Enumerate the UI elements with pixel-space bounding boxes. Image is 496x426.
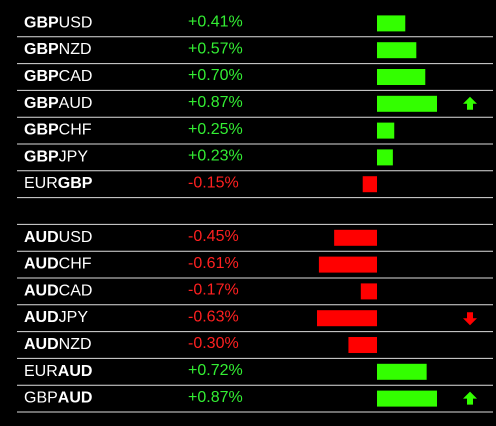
pair-part: USD [59, 229, 93, 246]
pair-label: GBPAUD [24, 95, 92, 112]
pair-part: GBP [24, 15, 59, 32]
change-label: +0.72% [188, 362, 243, 379]
change-label: -0.61% [188, 255, 239, 272]
pair-part: GBP [58, 175, 93, 192]
pair-part: GBP [24, 390, 58, 407]
change-label: -0.45% [188, 228, 239, 245]
pair-part: CHF [59, 256, 92, 273]
change-bar [377, 69, 426, 85]
change-label: +0.57% [188, 40, 243, 57]
pair-part: AUD [24, 309, 59, 326]
pair-part: GBP [24, 149, 59, 166]
pair-part: NZD [59, 41, 92, 58]
pair-part: CHF [59, 122, 92, 139]
change-label: +0.25% [188, 121, 243, 138]
pair-part: GBP [24, 41, 59, 58]
pair-label: EURGBP [24, 175, 93, 192]
pair-label: GBPCHF [24, 122, 92, 139]
pair-part: USD [59, 15, 93, 32]
pair-part: CAD [59, 68, 93, 85]
pair-label: AUDUSD [24, 229, 92, 246]
change-bar [377, 42, 417, 59]
pair-part: AUD [58, 390, 93, 407]
pair-label: EURAUD [24, 363, 92, 380]
change-label: +0.70% [188, 67, 243, 84]
pair-label: GBPNZD [24, 41, 92, 58]
pair-label: GBPAUD [24, 390, 92, 407]
arrow-up [463, 391, 477, 405]
pair-part: EUR [24, 363, 58, 380]
pair-part: NZD [59, 336, 92, 353]
pair-label: AUDCHF [24, 256, 92, 273]
change-label: -0.15% [188, 174, 239, 191]
change-bar [318, 256, 377, 273]
change-bar [377, 95, 437, 112]
pair-label: GBPJPY [24, 149, 88, 166]
pair-part: AUD [58, 363, 93, 380]
pair-part: GBP [24, 122, 59, 139]
change-bar [348, 337, 377, 353]
change-bar [377, 149, 393, 166]
pair-label: GBPCAD [24, 68, 92, 85]
pair-label: AUDCAD [24, 283, 92, 300]
pair-part: AUD [24, 256, 59, 273]
pair-part: AUD [24, 283, 59, 300]
change-bar [317, 310, 377, 327]
pair-part: JPY [59, 149, 89, 166]
change-bar [362, 176, 377, 193]
change-bar [377, 122, 395, 139]
pair-part: EUR [24, 175, 58, 192]
change-label: +0.87% [188, 94, 243, 111]
pair-part: JPY [59, 309, 89, 326]
pair-part: GBP [24, 95, 59, 112]
change-label: +0.23% [188, 148, 243, 165]
change-label: -0.30% [188, 335, 239, 352]
arrow-up [463, 96, 477, 110]
pair-label: AUDJPY [24, 309, 88, 326]
change-label: +0.41% [188, 14, 243, 31]
pair-label: AUDNZD [24, 336, 92, 353]
pair-part: CAD [59, 283, 93, 300]
pair-label: GBPUSD [24, 15, 92, 32]
arrow-down [463, 312, 477, 326]
pair-part: AUD [24, 336, 59, 353]
change-label: +0.87% [188, 389, 243, 406]
change-bar [334, 229, 377, 246]
change-bar [377, 390, 437, 407]
change-bar [377, 15, 406, 32]
pair-part: GBP [24, 68, 59, 85]
change-bar [360, 283, 377, 300]
pair-part: AUD [59, 95, 93, 112]
pair-part: AUD [24, 229, 59, 246]
change-bar [377, 363, 427, 380]
change-label: -0.63% [188, 308, 239, 325]
change-label: -0.17% [188, 282, 239, 299]
